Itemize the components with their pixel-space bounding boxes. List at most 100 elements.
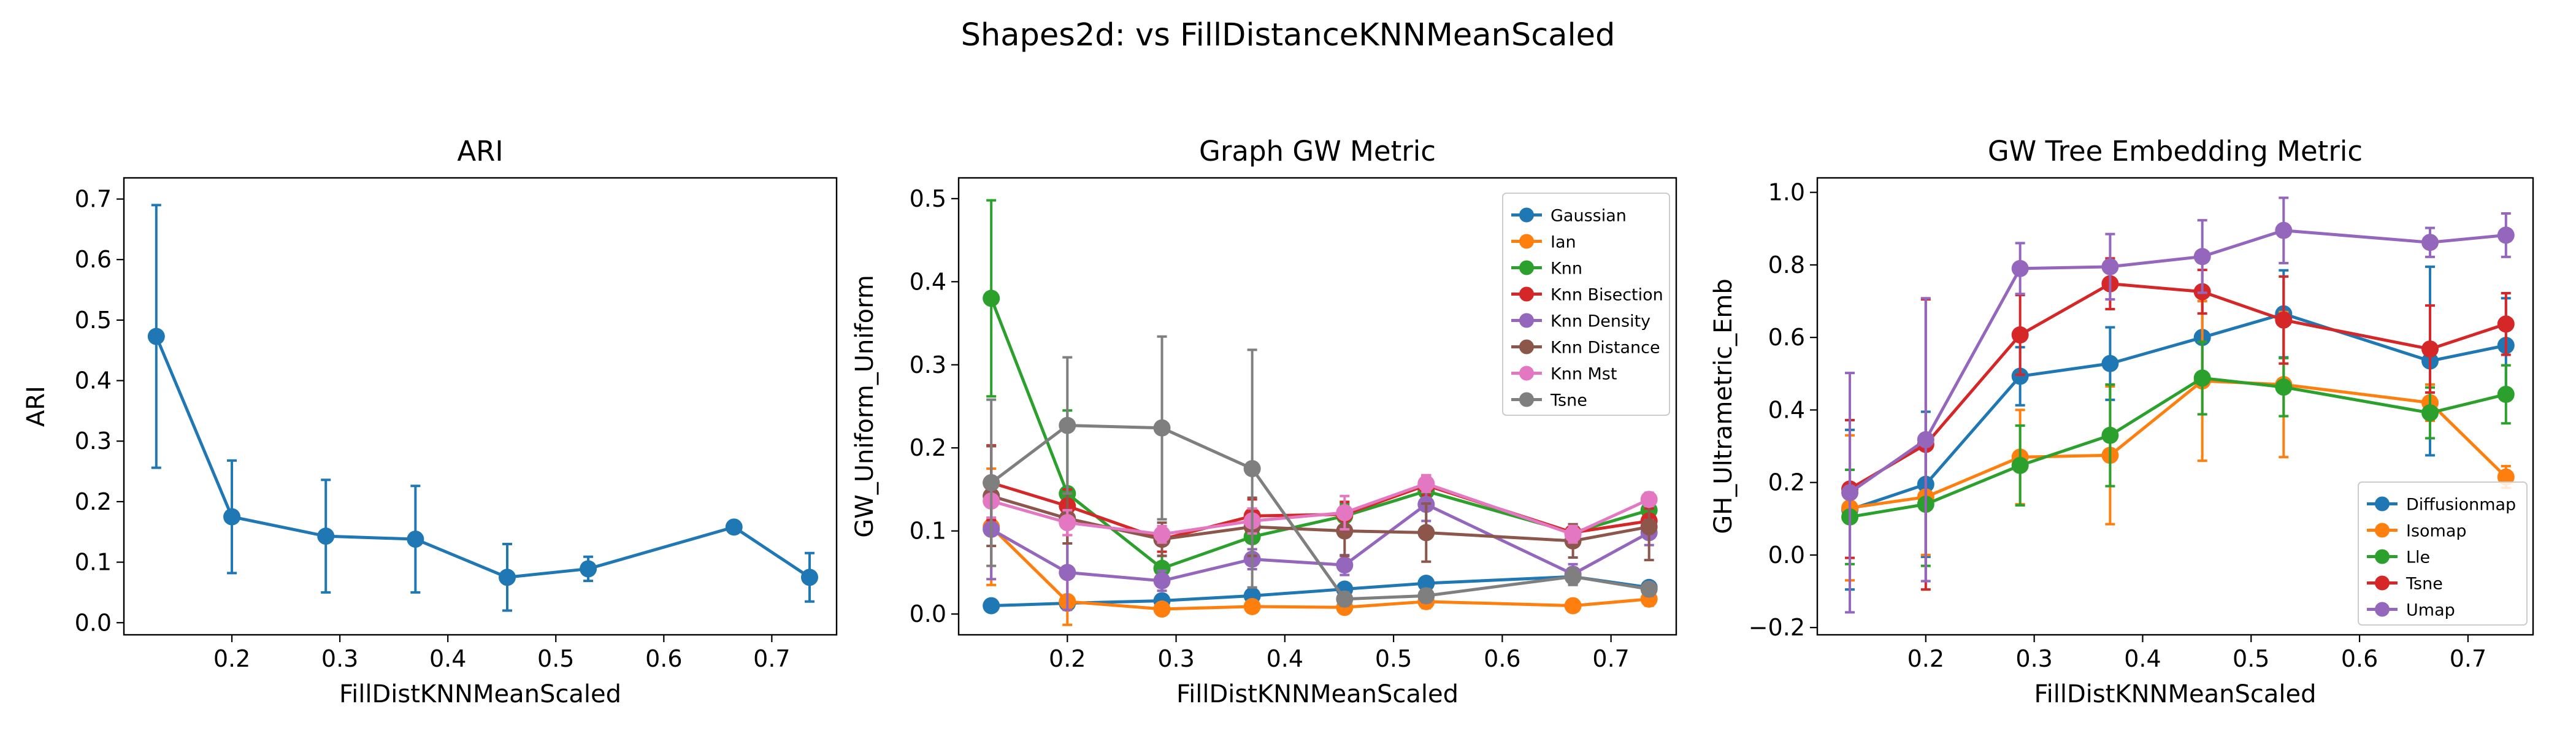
data-point (2193, 369, 2211, 387)
subplot-title: ARI (457, 135, 503, 167)
y-tick-label: 0.4 (1768, 396, 1805, 423)
data-point (223, 508, 241, 526)
data-point (1153, 419, 1171, 437)
legend-label: Isomap (2406, 522, 2467, 541)
series-line (991, 481, 1650, 536)
data-point (1640, 491, 1658, 508)
legend-marker (1519, 207, 1534, 223)
y-tick-label: −0.2 (1749, 614, 1805, 641)
data-point (725, 518, 743, 536)
x-tick-label: 0.3 (321, 645, 358, 672)
y-tick-label: 0.1 (75, 549, 112, 576)
legend-item: Knn (1511, 259, 1582, 278)
data-point (1153, 600, 1171, 618)
series-line (1849, 376, 2507, 519)
x-tick-label: 0.5 (537, 645, 574, 672)
data-point (2421, 234, 2439, 251)
y-tick-label: 0.4 (910, 268, 946, 295)
legend-item: Knn Bisection (1511, 286, 1663, 305)
legend-label: Diffusionmap (2406, 496, 2516, 515)
x-axis-label: FillDistKNNMeanScaled (339, 680, 621, 708)
legend: Gaussian Ian Knn Knn Bisection Knn Density Kn… (1502, 193, 1670, 416)
legend-item: Lle (2367, 548, 2430, 567)
data-point (2421, 340, 2439, 358)
data-point (1153, 572, 1171, 589)
data-point (1640, 580, 1658, 598)
legend-item: Tsne (1511, 391, 1587, 410)
legend-frame (1502, 193, 1670, 416)
data-point (2497, 468, 2515, 486)
series-line (1849, 282, 2507, 491)
data-point (2011, 326, 2029, 344)
legend-marker (2375, 602, 2390, 617)
data-point (2497, 226, 2515, 244)
data-point (1417, 575, 1435, 592)
data-point (2101, 355, 2119, 372)
x-tick-label: 0.2 (1049, 645, 1086, 672)
data-point (2275, 378, 2293, 396)
legend-marker (1519, 286, 1534, 302)
y-tick-label: 0.8 (1768, 251, 1805, 278)
legend-label: Knn Density (1551, 312, 1650, 331)
data-point (1059, 416, 1076, 434)
series-line (990, 526, 1649, 611)
data-point (1564, 597, 1582, 615)
y-tick-label: 0.7 (75, 186, 112, 213)
x-tick-label: 0.6 (1484, 645, 1520, 672)
data-point (1336, 590, 1354, 608)
data-point (317, 527, 335, 545)
x-tick-label: 0.5 (1375, 645, 1412, 672)
y-tick-label: 0.0 (75, 609, 112, 636)
series-line (1849, 379, 2507, 510)
y-tick-label: 0.2 (910, 434, 946, 461)
legend-label: Knn Mst (1551, 365, 1617, 384)
y-axis-label: ARI (22, 386, 50, 427)
data-point (1153, 526, 1171, 543)
y-axis-label: GH_Ultrametric_Emb (1709, 278, 1738, 534)
legend-marker (2375, 549, 2390, 564)
ari-subplot: ARI 0.2 0.3 0.4 0.5 0.6 0.7 0.0 0.1 0.2 0.3 0.4 0.5 0… (22, 135, 838, 708)
legend-marker (1519, 392, 1534, 407)
legend: Diffusionmap Isomap Lle Tsne Umap (2358, 481, 2528, 626)
data-point (1417, 587, 1435, 605)
graph-gw-subplot: Graph GW Metric 0.2 0.3 0.4 0.5 0.6 0.7 0.0 0.1 0… (851, 135, 1677, 708)
y-tick-label: 0.0 (1768, 542, 1805, 569)
y-tick-label: 0.2 (75, 488, 112, 515)
series-line (990, 424, 1650, 601)
data-point (2193, 248, 2211, 266)
y-tick-label: 0.6 (75, 246, 112, 273)
legend-marker (2375, 575, 2390, 591)
x-tick-label: 0.7 (753, 645, 790, 672)
y-tick-label: 0.0 (910, 600, 946, 627)
subplot-title: GW Tree Embedding Metric (1988, 135, 2363, 167)
data-point (983, 289, 1000, 307)
series-line (155, 335, 811, 579)
y-axis-label: GW_Uniform_Uniform (851, 275, 879, 538)
data-point (1059, 514, 1076, 532)
data-point (2275, 311, 2293, 329)
data-point (2101, 426, 2119, 444)
legend-item: Tsne (2367, 575, 2443, 594)
data-point (983, 474, 1000, 492)
data-point (2421, 404, 2439, 422)
data-point (2011, 259, 2029, 277)
axes-frame (1816, 177, 2534, 636)
data-point (1417, 524, 1435, 542)
legend-marker (2375, 523, 2390, 538)
legend-item: Diffusionmap (2367, 496, 2516, 515)
y-tick-label: 0.2 (1768, 469, 1805, 496)
x-axis-label: FillDistKNNMeanScaled (1176, 680, 1459, 708)
y-tick-label: 0.3 (75, 427, 112, 454)
legend-label: Gaussian (1551, 207, 1627, 226)
axes-frame (957, 177, 1677, 636)
legend-frame (2358, 481, 2528, 626)
series-line (1849, 229, 2507, 494)
y-tick-label: 0.6 (1768, 324, 1805, 351)
x-tick-label: 0.4 (429, 645, 466, 672)
data-point (407, 531, 424, 548)
data-point (983, 597, 1000, 615)
x-tick-label: 0.4 (1267, 645, 1303, 672)
data-point (2497, 315, 2515, 333)
legend-item: Knn Distance (1511, 339, 1660, 358)
x-axis-label: FillDistKNNMeanScaled (2034, 680, 2317, 708)
